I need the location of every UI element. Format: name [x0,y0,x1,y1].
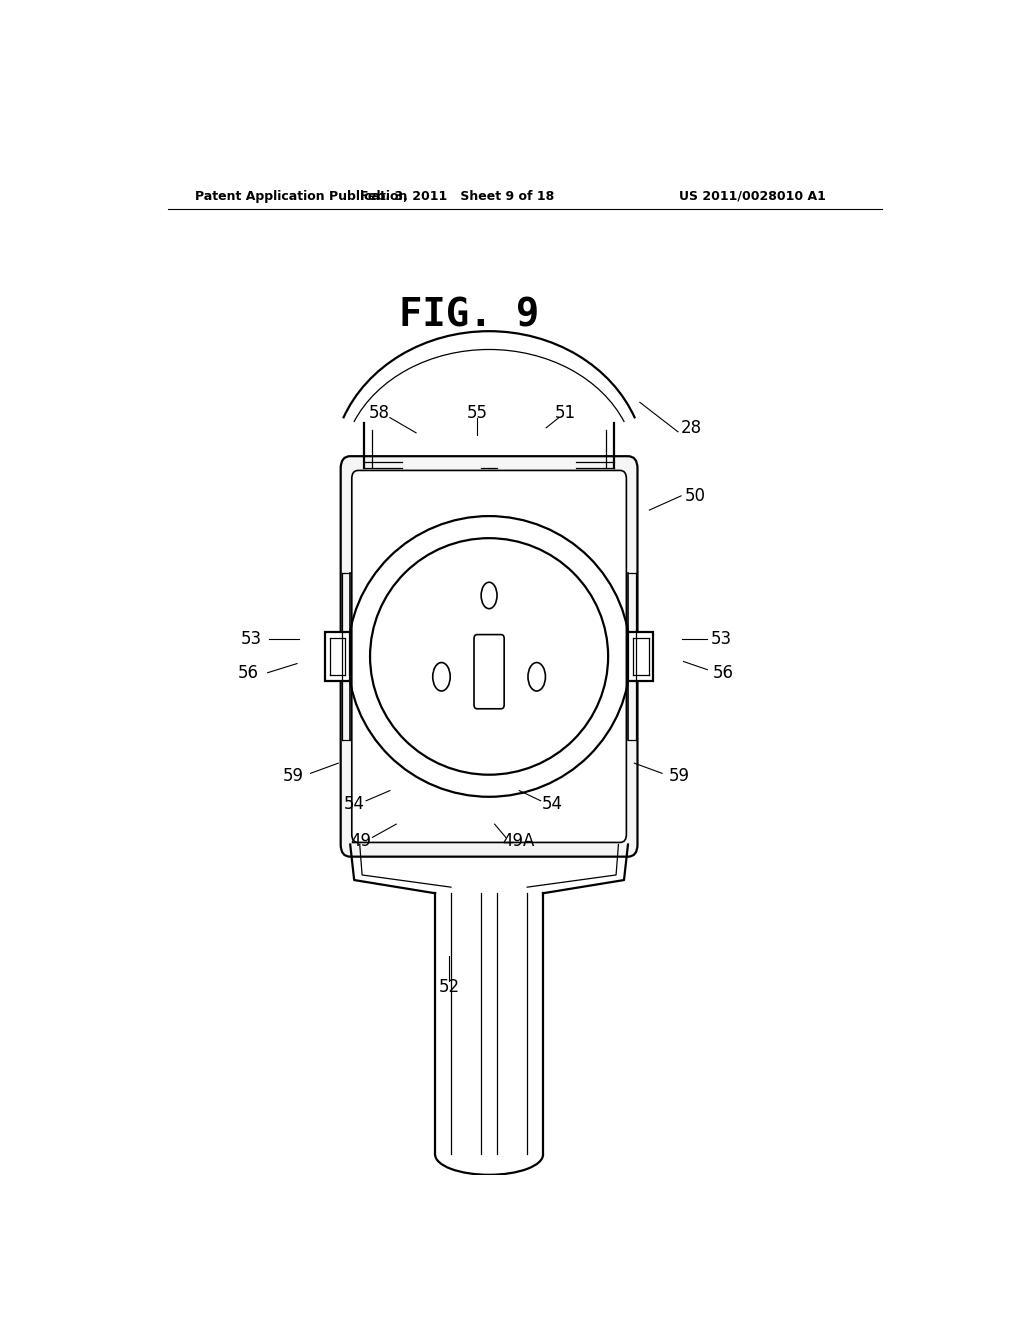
Text: 50: 50 [685,487,706,504]
Text: 55: 55 [467,404,487,421]
Text: 53: 53 [241,630,261,648]
Text: Patent Application Publication: Patent Application Publication [196,190,408,202]
Text: 56: 56 [713,664,734,681]
Text: 49: 49 [350,833,371,850]
Text: Feb. 3, 2011   Sheet 9 of 18: Feb. 3, 2011 Sheet 9 of 18 [360,190,554,202]
Text: 53: 53 [711,630,732,648]
Text: FIG. 9: FIG. 9 [399,297,540,335]
Text: 52: 52 [439,978,460,995]
FancyBboxPatch shape [341,457,638,857]
Text: 56: 56 [239,664,259,681]
Text: 54: 54 [344,795,365,813]
Text: 28: 28 [681,418,702,437]
Text: 59: 59 [283,767,303,785]
Text: 59: 59 [669,767,690,785]
Text: 49A: 49A [502,833,535,850]
Text: 51: 51 [555,404,575,421]
Text: 54: 54 [542,795,563,813]
Bar [628,632,653,681]
Bar [325,632,350,681]
Text: 58: 58 [369,404,389,421]
Text: US 2011/0028010 A1: US 2011/0028010 A1 [680,190,826,202]
FancyBboxPatch shape [474,635,504,709]
FancyBboxPatch shape [352,470,627,842]
